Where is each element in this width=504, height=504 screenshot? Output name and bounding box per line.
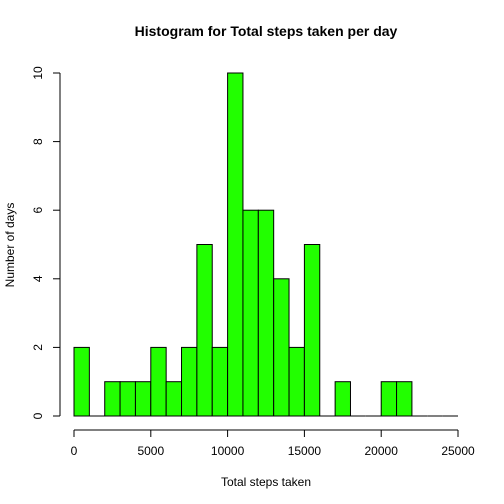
x-tick-label: 10000: [211, 444, 245, 458]
x-tick-label: 25000: [441, 444, 475, 458]
histogram-bar: [257, 209, 275, 417]
histogram-bar: [288, 346, 305, 417]
y-tick-label: 6: [31, 207, 45, 214]
bars-group: [73, 72, 458, 417]
histogram-bar: [227, 72, 244, 417]
histogram-bar: [242, 209, 259, 417]
x-axis-label: Total steps taken: [221, 475, 311, 489]
y-axis-label: Number of days: [3, 203, 17, 288]
histogram-bar: [119, 381, 136, 417]
chart-title: Histogram for Total steps taken per day: [135, 23, 398, 39]
y-axis: 0 2 4 6 8 10: [31, 66, 61, 419]
x-tick-label: 20000: [365, 444, 399, 458]
histogram-bar: [303, 244, 321, 417]
y-tick-label: 8: [31, 138, 45, 145]
histogram-bar: [73, 346, 90, 417]
y-tick-label: 4: [31, 275, 45, 282]
y-tick-label: 2: [31, 344, 45, 351]
histogram-bar: [165, 381, 183, 417]
histogram-bar: [211, 346, 229, 417]
histogram-bar: [396, 381, 413, 417]
histogram-bar: [181, 346, 198, 417]
x-axis: 0 5000 10000 15000 20000 25000: [71, 429, 475, 458]
histogram-bar: [380, 381, 398, 417]
x-tick-label: 15000: [288, 444, 322, 458]
y-tick-label: 10: [31, 66, 45, 80]
histogram-bar: [273, 278, 290, 417]
y-tick-label: 0: [31, 412, 45, 419]
histogram-bar: [134, 381, 152, 417]
x-tick-label: 0: [71, 444, 78, 458]
histogram-bar: [334, 381, 351, 417]
histogram-bar: [104, 381, 121, 417]
histogram-bar: [196, 244, 213, 417]
histogram-bar: [150, 346, 167, 417]
x-tick-label: 5000: [137, 444, 164, 458]
